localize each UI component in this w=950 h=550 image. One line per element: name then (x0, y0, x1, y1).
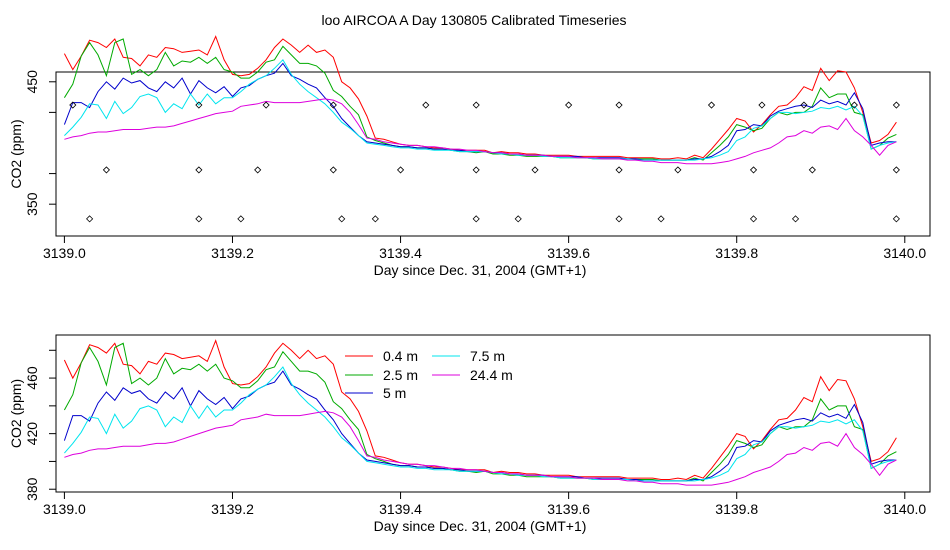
marker-point (892, 215, 900, 223)
marker-point (102, 166, 110, 174)
marker-point (674, 166, 682, 174)
marker-point (615, 166, 623, 174)
marker-point (329, 166, 337, 174)
y-tick-label: 420 (24, 422, 40, 446)
marker-point (422, 101, 430, 109)
marker-point (808, 166, 816, 174)
x-tick-label: 3139.4 (379, 245, 422, 261)
marker-point (565, 101, 573, 109)
series-line-5m (63, 370, 897, 482)
marker-point (892, 166, 900, 174)
x-tick-label: 3139.4 (379, 501, 422, 517)
top-series-line (64, 58, 897, 161)
x-tick-label: 3139.0 (43, 245, 86, 261)
marker-point (749, 215, 758, 223)
top-series-line (63, 35, 897, 160)
marker-point (615, 101, 623, 109)
marker-point (758, 101, 766, 109)
x-axis-label: Day since Dec. 31, 2004 (GMT+1) (374, 262, 587, 278)
marker-point (329, 101, 337, 109)
legend-label: 0.4 m (383, 348, 418, 364)
x-tick-label: 3139.2 (211, 245, 254, 261)
x-tick-label: 3140.0 (883, 245, 926, 261)
marker-point (791, 215, 800, 223)
x-tick-label: 3139.6 (547, 245, 590, 261)
y-axis-label: CO2 (ppm) (8, 119, 24, 188)
marker-point (86, 215, 94, 223)
top-panel: 3139.0 3139.2 3139.4 3139.6 3139.8 3140.0 350 4… (8, 35, 931, 278)
legend-label: 5 m (383, 385, 406, 401)
y-tick-label: 450 (24, 70, 40, 94)
marker-point (195, 166, 203, 174)
x-tick-label: 3139.8 (715, 501, 758, 517)
legend-label: 24.4 m (470, 367, 513, 383)
x-tick-label: 3140.0 (883, 501, 926, 517)
series-line-244m (64, 410, 897, 486)
top-series-line (63, 62, 897, 161)
marker-point (254, 166, 262, 174)
marker-point (707, 101, 716, 109)
x-tick-label: 3139.0 (43, 501, 86, 517)
marker-point (195, 215, 203, 223)
y-tick-label: 460 (24, 366, 40, 390)
plot-frame (55, 334, 931, 493)
marker-point (472, 166, 480, 174)
y-tick-label: 380 (24, 477, 40, 501)
marker-point (472, 101, 480, 109)
marker-point (850, 101, 858, 109)
series-line-04m (63, 339, 897, 481)
bottom-panel: 3139.0 3139.2 3139.4 3139.6 3139.8 3140.0 380 4… (8, 334, 931, 534)
x-axis-label: Day since Dec. 31, 2004 (GMT+1) (374, 518, 587, 534)
x-tick-label: 3139.2 (211, 501, 254, 517)
marker-point (892, 101, 900, 109)
marker-point (69, 101, 77, 109)
marker-point (262, 101, 270, 109)
legend-label: 7.5 m (470, 348, 505, 364)
marker-point (338, 215, 346, 223)
marker-point (615, 215, 623, 223)
legend-label: 2.5 m (383, 367, 418, 383)
plot-frame (55, 71, 931, 237)
x-tick-label: 3139.6 (547, 501, 590, 517)
marker-point (657, 215, 665, 223)
y-axis-label: CO2 (ppm) (8, 379, 24, 448)
top-series-line (63, 38, 897, 161)
series-line-25m (63, 342, 897, 482)
marker-point (800, 101, 808, 109)
y-tick-label: 350 (24, 192, 40, 216)
marker-point (531, 166, 539, 174)
series-line-75m (64, 366, 897, 482)
marker-point (396, 166, 405, 174)
x-tick-label: 3139.8 (715, 245, 758, 261)
figure-title: loo AIRCOA A Day 130805 Calibrated Times… (321, 12, 626, 28)
marker-point (514, 215, 522, 223)
marker-point (749, 166, 758, 174)
marker-point (195, 101, 203, 109)
top-series-line (64, 98, 897, 165)
marker-point (237, 215, 245, 223)
marker-point (472, 215, 480, 223)
marker-point (371, 215, 379, 223)
